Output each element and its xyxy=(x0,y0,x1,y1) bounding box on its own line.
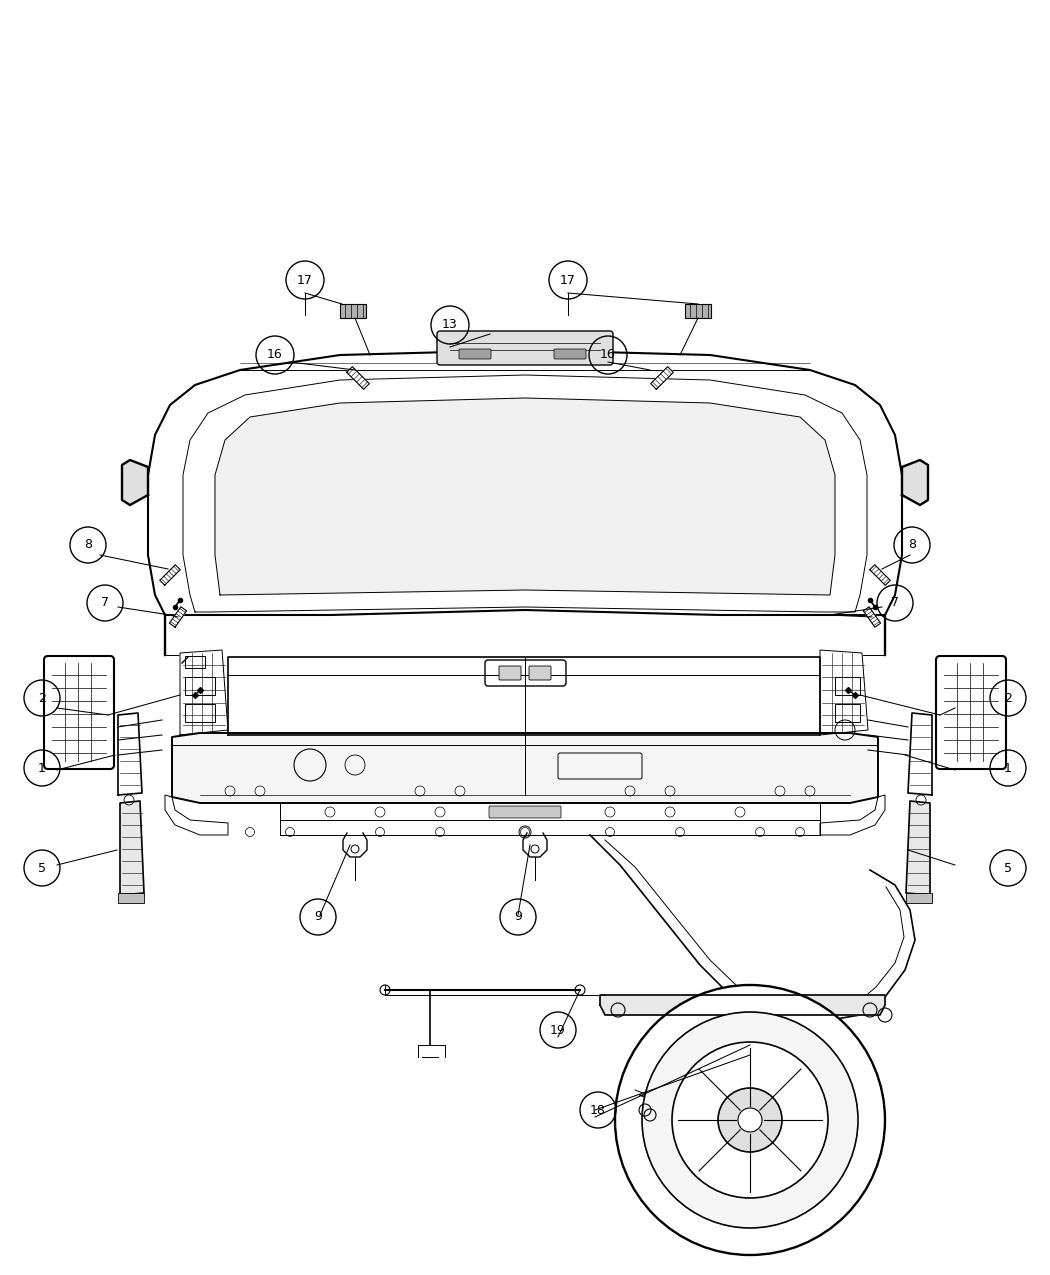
Circle shape xyxy=(738,1108,762,1132)
Text: 1: 1 xyxy=(1004,761,1012,774)
Polygon shape xyxy=(118,713,142,796)
Polygon shape xyxy=(120,801,144,895)
Text: 19: 19 xyxy=(550,1024,566,1037)
FancyBboxPatch shape xyxy=(499,666,521,680)
Polygon shape xyxy=(820,796,885,835)
Text: 18: 18 xyxy=(590,1103,606,1117)
FancyBboxPatch shape xyxy=(554,349,586,360)
FancyBboxPatch shape xyxy=(340,303,366,317)
Text: 9: 9 xyxy=(314,910,322,923)
Polygon shape xyxy=(215,398,835,595)
Polygon shape xyxy=(906,801,930,895)
FancyBboxPatch shape xyxy=(529,666,551,680)
FancyBboxPatch shape xyxy=(118,892,144,903)
Text: 16: 16 xyxy=(601,348,616,362)
Text: 17: 17 xyxy=(560,274,576,287)
Text: 7: 7 xyxy=(891,597,899,609)
FancyBboxPatch shape xyxy=(44,657,114,769)
Polygon shape xyxy=(228,657,820,734)
Text: 8: 8 xyxy=(908,538,916,552)
Circle shape xyxy=(718,1088,782,1153)
Text: 7: 7 xyxy=(101,597,109,609)
Text: 5: 5 xyxy=(1004,862,1012,875)
Text: 5: 5 xyxy=(38,862,46,875)
Text: 8: 8 xyxy=(84,538,92,552)
FancyBboxPatch shape xyxy=(437,332,613,365)
Text: 9: 9 xyxy=(514,910,522,923)
Text: 1: 1 xyxy=(38,761,46,774)
Circle shape xyxy=(672,1042,828,1198)
Polygon shape xyxy=(346,367,370,389)
Polygon shape xyxy=(165,796,228,835)
Text: 13: 13 xyxy=(442,319,458,332)
FancyBboxPatch shape xyxy=(936,657,1006,769)
Polygon shape xyxy=(600,994,885,1015)
Polygon shape xyxy=(908,713,932,796)
Polygon shape xyxy=(902,460,928,505)
FancyBboxPatch shape xyxy=(489,806,561,819)
FancyBboxPatch shape xyxy=(459,349,491,360)
Polygon shape xyxy=(160,565,181,585)
Polygon shape xyxy=(869,565,890,585)
Circle shape xyxy=(642,1012,858,1228)
Polygon shape xyxy=(863,607,881,627)
Polygon shape xyxy=(172,733,878,803)
Text: 17: 17 xyxy=(297,274,313,287)
Polygon shape xyxy=(651,367,673,389)
Polygon shape xyxy=(180,650,228,734)
Text: 16: 16 xyxy=(267,348,282,362)
FancyBboxPatch shape xyxy=(906,892,932,903)
FancyBboxPatch shape xyxy=(685,303,711,317)
Text: 2: 2 xyxy=(38,691,46,705)
Polygon shape xyxy=(820,650,868,734)
Polygon shape xyxy=(148,351,902,615)
Circle shape xyxy=(615,986,885,1255)
Text: 2: 2 xyxy=(1004,691,1012,705)
Polygon shape xyxy=(122,460,148,505)
Polygon shape xyxy=(169,607,187,627)
